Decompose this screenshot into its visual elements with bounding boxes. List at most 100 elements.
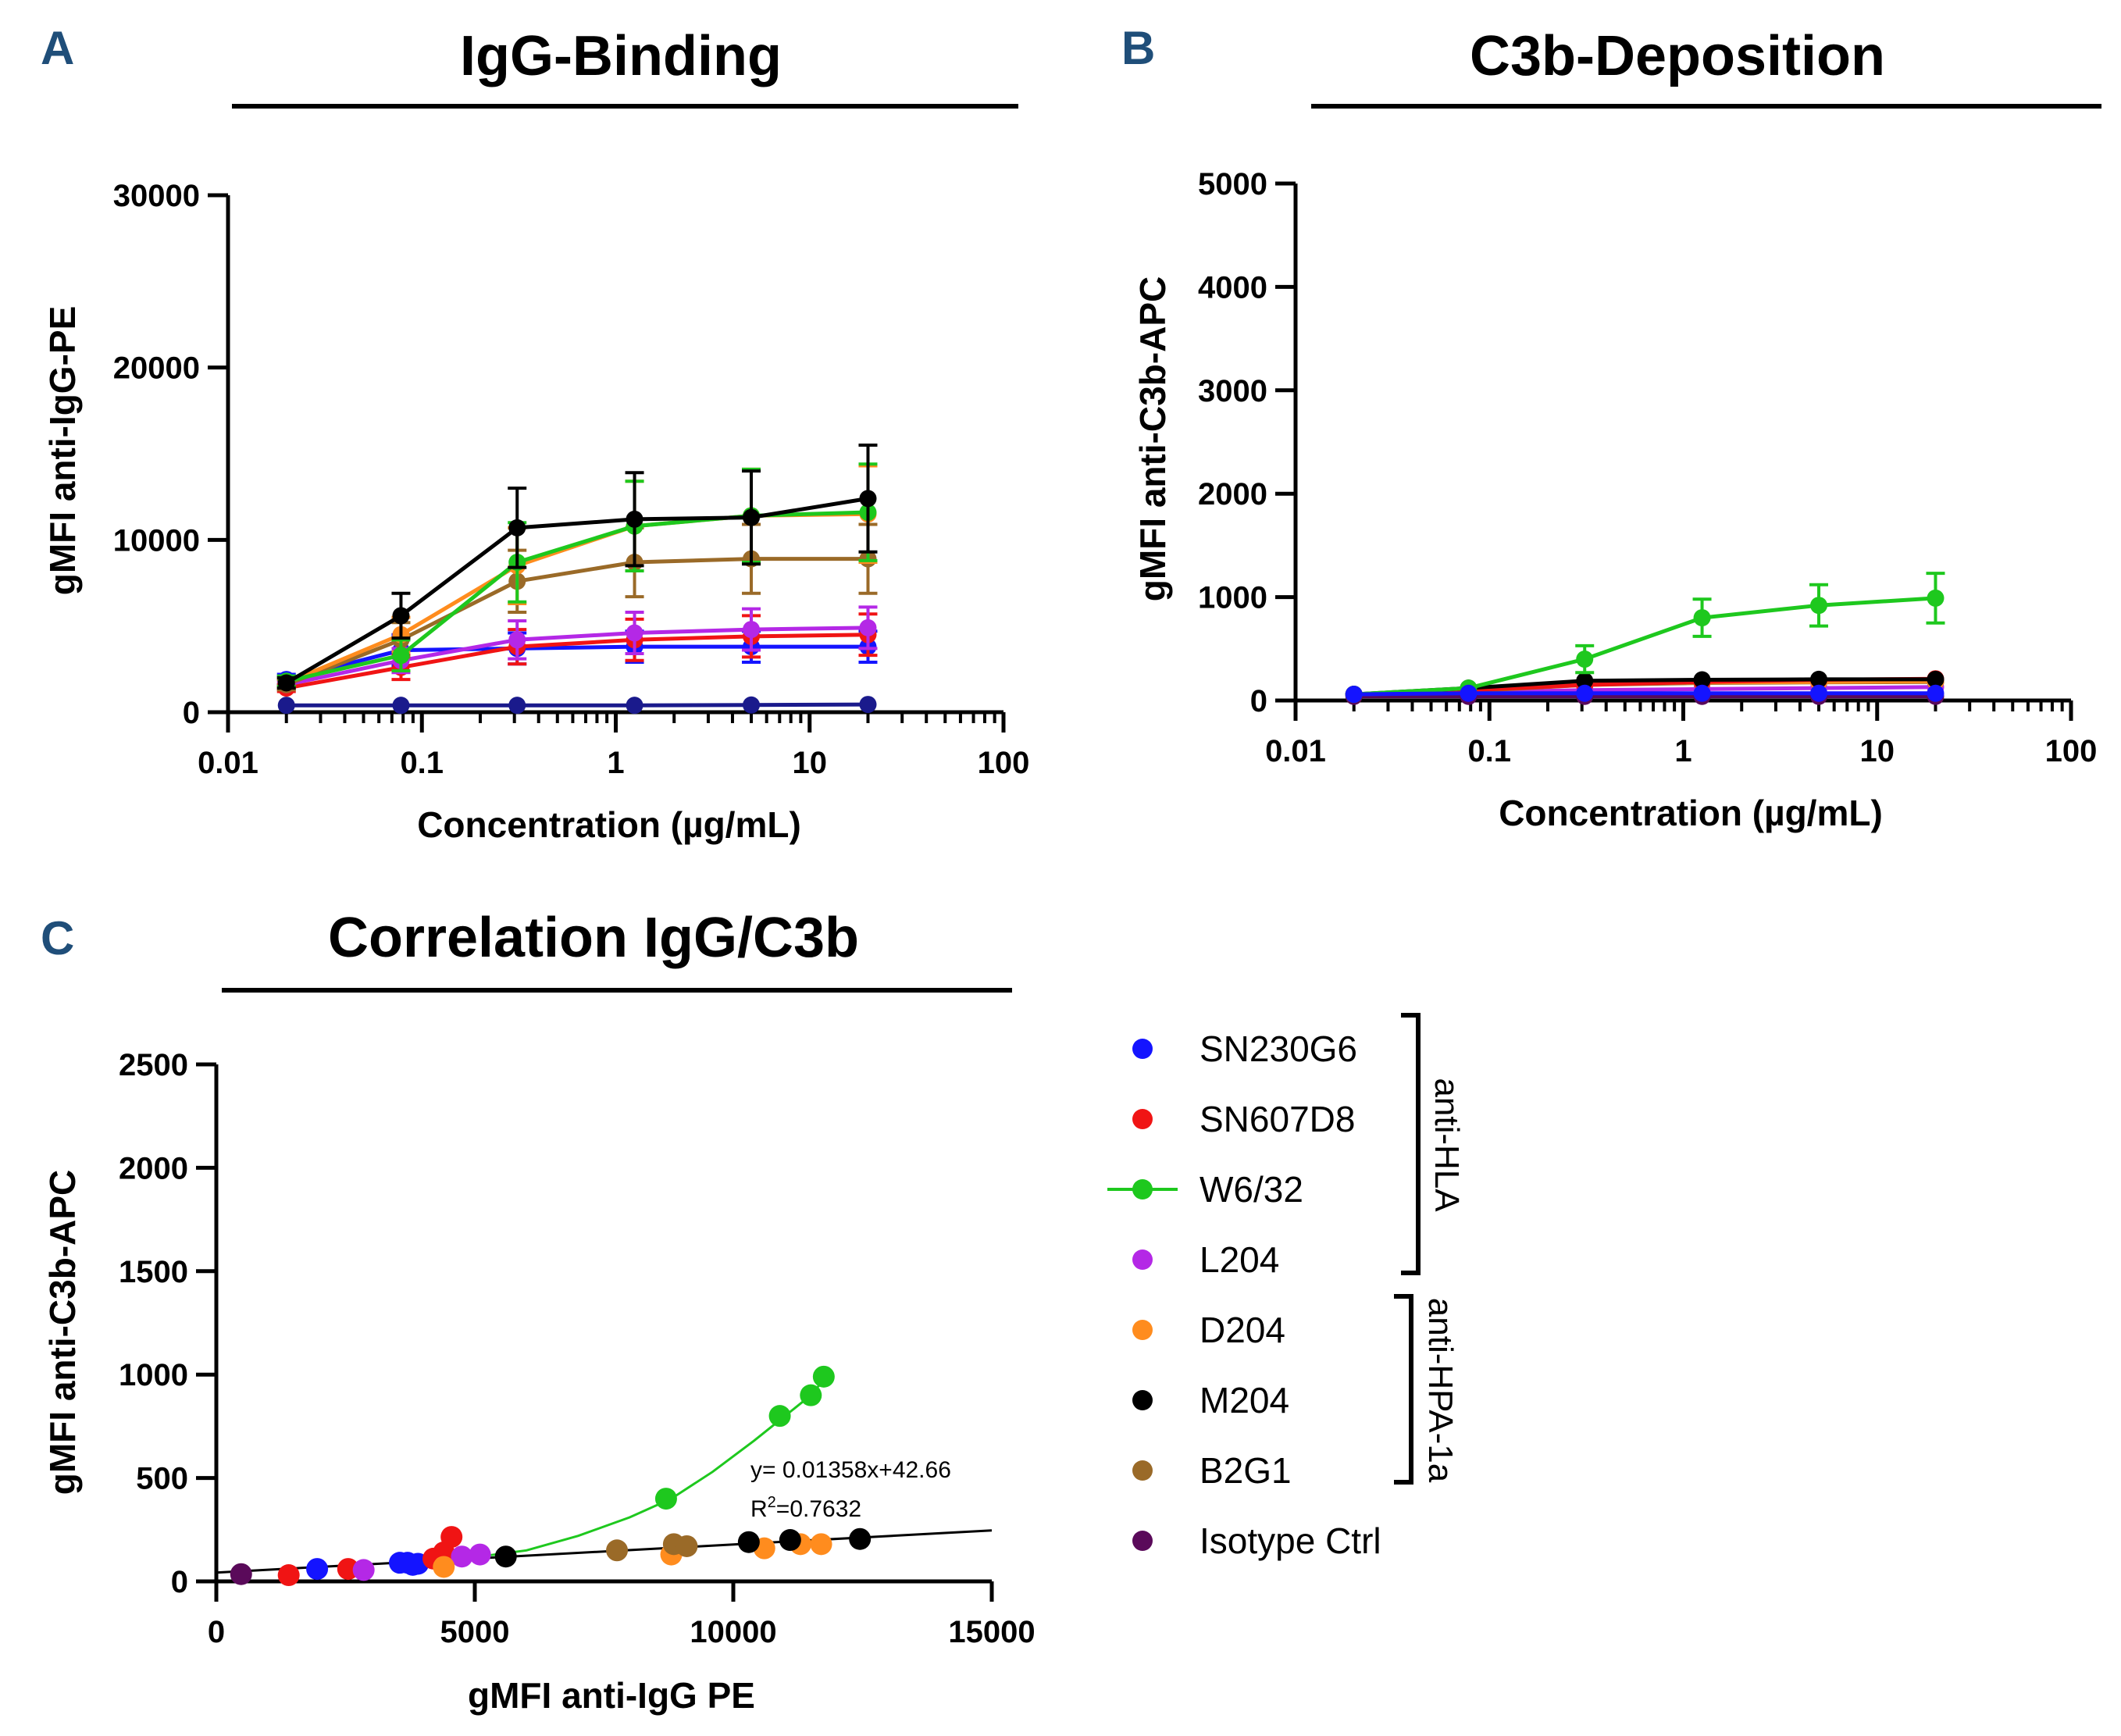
data-point-m204 [626, 510, 643, 528]
x-tick-label: 10000 [690, 1615, 776, 1649]
panel-a-title: IgG-Binding [460, 25, 782, 87]
data-point-l204 [508, 631, 526, 649]
data-point-isotype-ctrl [277, 697, 295, 715]
series-line-sn607d8 [286, 633, 868, 690]
panel-b-title: C3b-Deposition [1470, 25, 1885, 87]
data-point-w6-32 [1810, 597, 1828, 615]
scatter-point-w6-32 [812, 1365, 835, 1388]
data-point-l204 [626, 624, 643, 642]
y-tick-label: 1000 [119, 1358, 188, 1392]
fit-equation: y= 0.01358x+42.66 [750, 1457, 951, 1483]
y-tick-label: 2500 [119, 1048, 188, 1082]
data-point-l204 [859, 618, 877, 636]
data-point-isotype-ctrl [743, 696, 761, 714]
series-line-sn230g6 [1353, 691, 1936, 697]
panel-b-ylabel: gMFI anti-C3b-APC [1132, 276, 1173, 602]
panel-b: B C3b-Deposition 0.01 0.1 1 10 1000100020003… [1121, 22, 2101, 833]
y-tick-label: 5000 [1198, 167, 1267, 201]
series-line-b2g1 [285, 557, 868, 687]
series-line-w6-32 [1353, 596, 1936, 697]
x-tick-label: 100 [978, 746, 1030, 780]
data-point-m204 [1576, 672, 1594, 690]
legend-marker-d204 [1132, 1320, 1153, 1340]
scatter-point-l204 [352, 1559, 375, 1581]
scatter-point-l204 [451, 1545, 473, 1568]
data-point-m204 [277, 674, 295, 692]
y-tick-label: 500 [136, 1462, 188, 1496]
panel-c-xlabel: gMFI anti-IgG PE [468, 1675, 755, 1716]
series-line-sn230g6 [286, 644, 868, 682]
scatter-point-sn607d8 [277, 1564, 300, 1587]
scatter-point-sn607d8 [440, 1526, 463, 1549]
panel-c: C Correlation IgG/C3b 0 5000 10000 15000 0 50… [41, 907, 1036, 1716]
x-tick-label: 1 [1674, 734, 1691, 768]
data-point-sn230g6 [1460, 684, 1478, 702]
legend-label-m204: M204 [1200, 1380, 1289, 1421]
scatter-point-b2g1 [676, 1535, 698, 1557]
series-line-m204 [285, 496, 868, 685]
legend-label-w6-32: W6/32 [1200, 1169, 1303, 1210]
series-line-l204 [286, 626, 868, 687]
data-point-w6-32 [392, 647, 410, 665]
scatter-point-m204 [494, 1545, 517, 1568]
y-tick-label: 30000 [113, 179, 200, 213]
legend-marker-sn607d8 [1132, 1109, 1153, 1129]
legend-marker-sn230g6 [1132, 1039, 1153, 1059]
x-tick-label: 0.01 [1265, 734, 1326, 768]
scatter-point-w6-32 [768, 1405, 791, 1428]
legend-label-b2g1: B2G1 [1200, 1450, 1292, 1491]
data-point-sn230g6 [1693, 684, 1711, 702]
group-label-anti-hla: anti-HLA [1428, 1078, 1466, 1212]
scatter-point-d204 [433, 1556, 455, 1578]
y-tick-label: 0 [183, 696, 200, 730]
x-tick-label: 0 [208, 1615, 225, 1649]
data-point-m204 [859, 490, 877, 508]
data-point-isotype-ctrl [859, 696, 877, 714]
y-tick-label: 0 [1250, 684, 1267, 718]
legend-label-l204: L204 [1200, 1239, 1279, 1280]
y-tick-label: 4000 [1198, 270, 1267, 305]
scatter-point-l204 [469, 1543, 491, 1566]
data-point-m204 [1693, 671, 1711, 689]
x-tick-label: 1 [607, 746, 624, 780]
scatter-point-sn607d8 [337, 1558, 359, 1581]
legend-label-isotype-ctrl: Isotype Ctrl [1200, 1520, 1381, 1561]
y-tick-label: 2000 [119, 1151, 188, 1185]
x-tick-label: 10 [793, 746, 828, 780]
legend-label-sn230g6: SN230G6 [1200, 1028, 1357, 1069]
panel-a-plot: 0.01 0.1 1 10 100 0 10000 20000 30000 [113, 179, 1030, 780]
legend-marker-l204 [1132, 1249, 1153, 1270]
data-point-isotype-ctrl [508, 697, 526, 715]
y-tick-label: 1500 [119, 1255, 188, 1289]
x-tick-label: 0.1 [400, 746, 444, 780]
data-point-l204 [743, 621, 761, 639]
scatter-point-m204 [849, 1527, 872, 1550]
data-point-sn230g6 [1576, 684, 1594, 702]
panel-a-xlabel: Concentration (µg/mL) [417, 804, 801, 845]
y-tick-label: 2000 [1198, 477, 1267, 512]
panel-a-ylabel: gMFI anti-IgG-PE [42, 306, 83, 596]
panel-b-xlabel: Concentration (µg/mL) [1499, 793, 1883, 833]
scatter-point-d204 [810, 1533, 832, 1556]
scatter-point-isotype-ctrl [230, 1563, 252, 1585]
legend-marker-m204 [1132, 1390, 1153, 1410]
series-line-isotype-ctrl [286, 702, 868, 708]
data-point-m204 [743, 508, 761, 526]
data-point-sn230g6 [1810, 684, 1828, 702]
data-point-sn230g6 [1927, 684, 1945, 702]
data-point-sn230g6 [1345, 686, 1363, 704]
x-tick-label: 100 [2045, 734, 2098, 768]
group-label-anti-hpa-1a: anti-HPA-1a [1421, 1298, 1460, 1483]
y-tick-label: 0 [171, 1565, 188, 1599]
panel-letter-a: A [41, 22, 74, 74]
y-tick-label: 20000 [113, 351, 200, 386]
data-point-w6-32 [1576, 651, 1594, 668]
data-point-isotype-ctrl [392, 697, 410, 715]
panel-letter-c: C [41, 912, 74, 964]
fit-r-squared: R2=0.7632 [750, 1494, 861, 1522]
panel-c-plot: 0 5000 10000 15000 0 500 1000 1500 2000 2500 [119, 1048, 1036, 1649]
legend-label-sn607d8: SN607D8 [1200, 1099, 1355, 1139]
scatter-point-b2g1 [606, 1539, 629, 1562]
